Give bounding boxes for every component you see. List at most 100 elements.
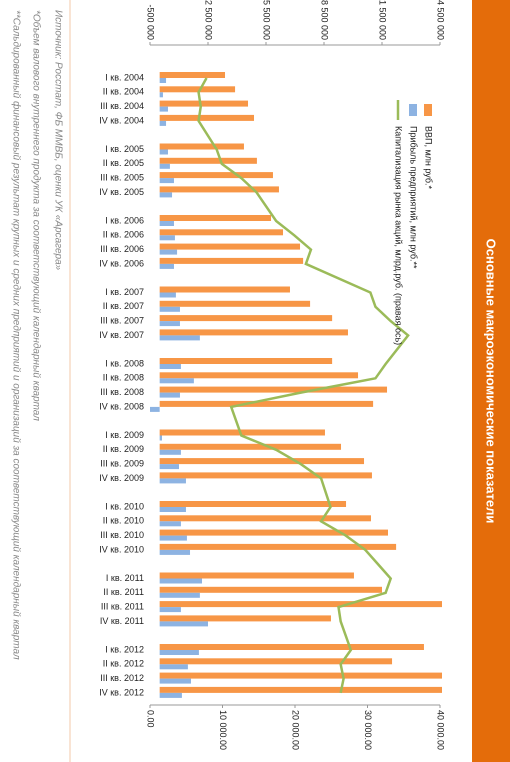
bar bbox=[159, 478, 186, 484]
x-tick-label: III кв. 2008 bbox=[100, 387, 144, 397]
x-tick-label: I кв. 2012 bbox=[105, 644, 144, 654]
x-tick-label: II кв. 2011 bbox=[103, 587, 144, 597]
y2-tick-label: 30 000.00 bbox=[363, 710, 373, 750]
bar bbox=[159, 72, 226, 78]
bar bbox=[159, 143, 244, 150]
x-tick-label: III кв. 2010 bbox=[100, 530, 144, 540]
x-tick-label: IV кв. 2012 bbox=[99, 687, 144, 697]
bar bbox=[159, 86, 236, 93]
y-tick-label: -500 000 bbox=[146, 4, 156, 40]
y-tick-label: 14 500 000 bbox=[436, 0, 446, 40]
bar bbox=[159, 429, 325, 436]
bar bbox=[159, 172, 273, 179]
bar bbox=[159, 515, 371, 522]
bar bbox=[159, 378, 194, 384]
bar bbox=[159, 572, 354, 579]
x-tick-label: III кв. 2011 bbox=[101, 601, 144, 611]
x-tick-label: I кв. 2011 bbox=[106, 573, 144, 583]
bar bbox=[159, 235, 175, 241]
bar bbox=[159, 507, 186, 512]
bar bbox=[159, 592, 200, 598]
bar bbox=[159, 106, 168, 112]
legend-marker bbox=[424, 104, 432, 116]
y2-tick-label: 40 000.00 bbox=[436, 710, 446, 750]
bar bbox=[159, 549, 191, 555]
x-tick-label: I кв. 2009 bbox=[105, 430, 144, 440]
title-bar bbox=[472, 0, 510, 762]
y2-tick-label: 10 000.00 bbox=[218, 710, 228, 750]
bar bbox=[159, 229, 284, 236]
x-tick-label: IV кв. 2004 bbox=[99, 115, 144, 125]
chart-title: Основные макроэкономические показатели bbox=[484, 239, 499, 524]
legend-label: ВВП, млн руб.* bbox=[424, 126, 434, 190]
x-tick-label: II кв. 2012 bbox=[103, 659, 144, 669]
x-tick-label: III кв. 2005 bbox=[100, 172, 144, 182]
bar bbox=[159, 243, 301, 250]
bar bbox=[159, 501, 347, 507]
bar bbox=[159, 650, 199, 655]
y-tick-label: 8 500 000 bbox=[320, 0, 330, 40]
bar bbox=[159, 315, 333, 322]
legend-label: Капитализация рынка акций, млрд.руб. (пр… bbox=[394, 126, 404, 345]
bar bbox=[159, 529, 388, 536]
legend-label: Прибыль предприятий, млн руб.** bbox=[409, 126, 419, 269]
bar bbox=[159, 292, 176, 298]
x-tick-label: IV кв. 2007 bbox=[99, 330, 144, 340]
x-tick-label: II кв. 2004 bbox=[103, 87, 144, 97]
x-tick-label: I кв. 2008 bbox=[105, 358, 144, 368]
bar bbox=[159, 578, 203, 584]
bar bbox=[159, 321, 180, 327]
x-tick-label: III кв. 2009 bbox=[100, 458, 144, 468]
bar bbox=[159, 449, 181, 455]
legend-marker bbox=[409, 104, 417, 116]
y-tick-label: 2 500 000 bbox=[204, 0, 214, 40]
bar bbox=[149, 406, 160, 412]
bar bbox=[159, 386, 388, 393]
bar bbox=[159, 586, 382, 593]
x-tick-label: IV кв. 2009 bbox=[99, 473, 144, 483]
x-tick-label: II кв. 2006 bbox=[103, 230, 144, 240]
bar bbox=[159, 120, 167, 126]
x-tick-label: IV кв. 2005 bbox=[99, 187, 144, 197]
bar bbox=[159, 78, 167, 83]
bar bbox=[159, 257, 304, 264]
bar bbox=[159, 114, 255, 121]
bar bbox=[159, 186, 279, 193]
x-tick-label: I кв. 2010 bbox=[105, 501, 144, 511]
x-tick-label: II кв. 2007 bbox=[103, 301, 144, 311]
x-tick-label: I кв. 2006 bbox=[105, 215, 144, 225]
bar bbox=[159, 221, 174, 226]
x-tick-label: II кв. 2010 bbox=[103, 516, 144, 526]
bar bbox=[159, 178, 174, 184]
bar bbox=[159, 464, 179, 470]
bar bbox=[159, 300, 311, 307]
x-tick-label: IV кв. 2008 bbox=[99, 401, 144, 411]
bar bbox=[159, 435, 162, 441]
bar bbox=[159, 157, 257, 164]
bar bbox=[159, 664, 188, 670]
x-tick-label: I кв. 2005 bbox=[105, 144, 144, 154]
y2-tick-label: 0.00 bbox=[146, 710, 156, 728]
x-tick-label: II кв. 2008 bbox=[103, 373, 144, 383]
x-tick-label: III кв. 2012 bbox=[100, 673, 144, 683]
x-tick-label: III кв. 2006 bbox=[100, 244, 144, 254]
bar bbox=[159, 249, 178, 255]
plot-area bbox=[149, 72, 442, 698]
bar bbox=[159, 192, 173, 198]
bar bbox=[159, 472, 372, 479]
bar bbox=[159, 458, 365, 465]
bar bbox=[159, 615, 331, 622]
bar bbox=[159, 543, 397, 550]
x-tick-label: III кв. 2004 bbox=[100, 101, 144, 111]
x-tick-label: IV кв. 2006 bbox=[99, 258, 144, 268]
y-tick-label: 11 500 000 bbox=[378, 0, 388, 40]
bar bbox=[159, 672, 442, 679]
bar bbox=[159, 658, 393, 665]
bar bbox=[159, 215, 272, 221]
bar bbox=[159, 535, 187, 541]
bar bbox=[159, 329, 348, 336]
x-tick-label: IV кв. 2011 bbox=[100, 616, 144, 626]
